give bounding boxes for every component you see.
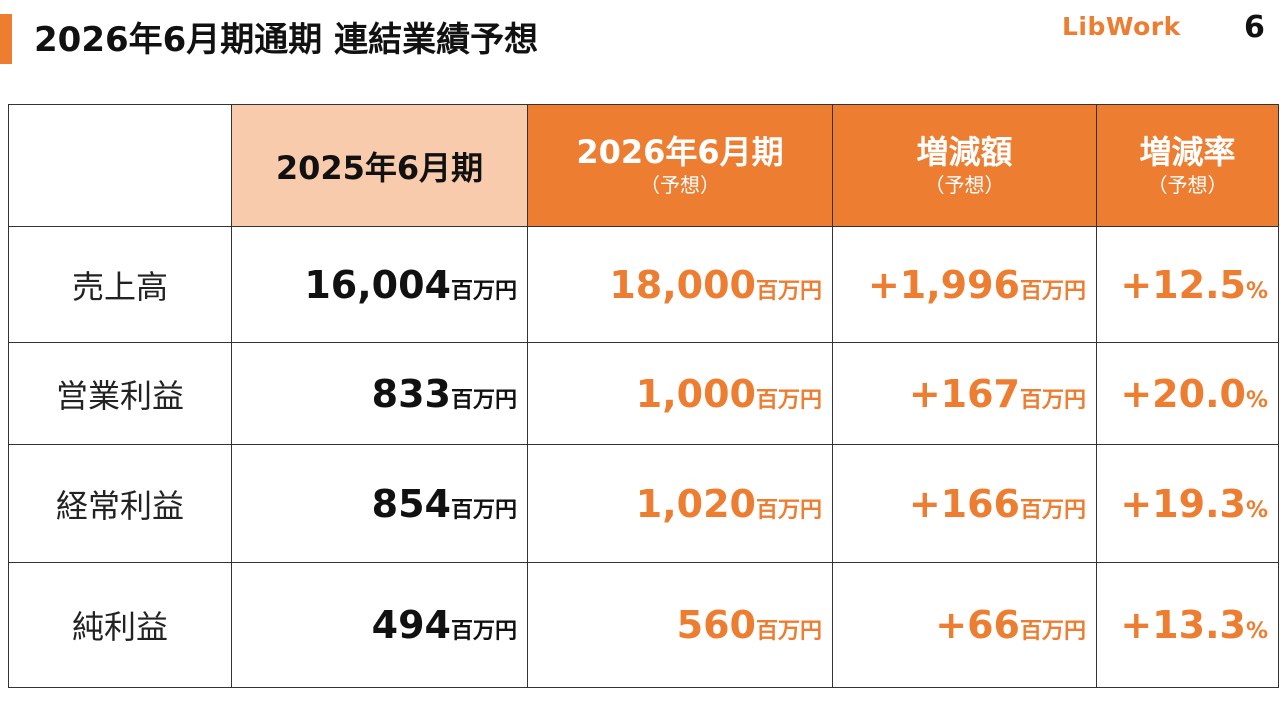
change-rate-cell: +12.5% [1096, 226, 1279, 343]
header-row: 2025年6月期 2026年6月期 （予想） 増減額 （予想） 増減率 （予想） [8, 104, 1279, 227]
change-amount-cell: +66百万円 [832, 562, 1097, 688]
prior-value-cell: 854百万円 [231, 444, 528, 563]
change-rate-cell: +13.3% [1096, 562, 1279, 688]
change-rate-cell: +20.0% [1096, 342, 1279, 445]
row-label: 純利益 [8, 562, 232, 688]
change-amount-cell: +167百万円 [832, 342, 1097, 445]
table-row: 営業利益 833百万円 1,000百万円 +167百万円 +20.0% [8, 342, 1279, 445]
table-row: 経常利益 854百万円 1,020百万円 +166百万円 +19.3% [8, 444, 1279, 563]
title-accent-bar [0, 14, 12, 64]
row-label: 経常利益 [8, 444, 232, 563]
page-title: 2026年6月期通期 連結業績予想 [34, 20, 539, 60]
row-label: 営業利益 [8, 342, 232, 445]
libwork-logo: LibWork [1062, 12, 1181, 41]
forecast-value-cell: 18,000百万円 [527, 226, 833, 343]
change-rate-cell: +19.3% [1096, 444, 1279, 563]
change-amount-cell: +166百万円 [832, 444, 1097, 563]
forecast-value-cell: 560百万円 [527, 562, 833, 688]
header-empty-cell [8, 104, 232, 227]
row-label: 売上高 [8, 226, 232, 343]
prior-value-cell: 494百万円 [231, 562, 528, 688]
change-amount-cell: +1,996百万円 [832, 226, 1097, 343]
page-number: 6 [1244, 10, 1265, 45]
header-fy2026-forecast: 2026年6月期 （予想） [527, 104, 833, 227]
header-fy2025: 2025年6月期 [231, 104, 528, 227]
table-row: 売上高 16,004百万円 18,000百万円 +1,996百万円 +12.5% [8, 226, 1279, 343]
header-change-amount: 増減額 （予想） [832, 104, 1097, 227]
forecast-value-cell: 1,000百万円 [527, 342, 833, 445]
header-change-rate: 増減率 （予想） [1096, 104, 1279, 227]
prior-value-cell: 16,004百万円 [231, 226, 528, 343]
prior-value-cell: 833百万円 [231, 342, 528, 445]
table-row: 純利益 494百万円 560百万円 +66百万円 +13.3% [8, 562, 1279, 688]
forecast-table: 2025年6月期 2026年6月期 （予想） 増減額 （予想） 増減率 （予想）… [8, 104, 1279, 688]
forecast-value-cell: 1,020百万円 [527, 444, 833, 563]
